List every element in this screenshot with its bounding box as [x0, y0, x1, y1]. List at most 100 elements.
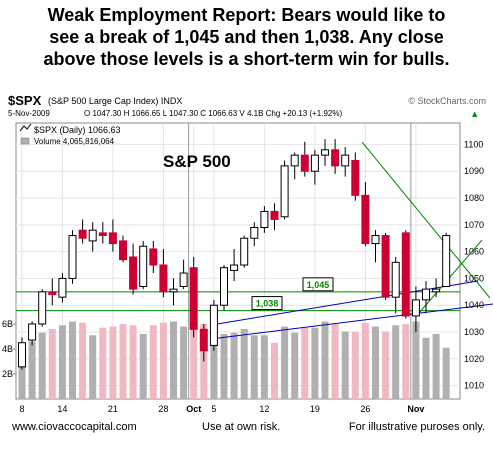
chart-title: S&P 500	[163, 152, 231, 171]
candle-body	[129, 256, 138, 290]
header-ohlc: O 1047.30 H 1066.65 L 1047.30 C 1066.63 …	[84, 109, 342, 118]
volume-bar	[281, 326, 289, 399]
candle-body	[422, 288, 430, 301]
volume-bar	[79, 322, 87, 399]
header-date: 5-Nov-2009	[8, 109, 50, 118]
volume-bar	[321, 321, 329, 399]
volume-bar	[119, 324, 127, 399]
candle-body	[331, 149, 340, 167]
y-tick-label: 1050	[464, 273, 484, 283]
volume-bar	[190, 320, 198, 399]
y-tick-label: 1100	[464, 139, 483, 149]
candle-body	[58, 277, 67, 298]
candle-body	[88, 229, 97, 242]
candle-body	[28, 323, 37, 341]
volume-bar	[442, 347, 450, 399]
candle-body	[290, 154, 299, 167]
candle-body	[371, 235, 380, 245]
candle-body	[351, 160, 360, 196]
headline: Weak Employment Report: Bears would like…	[0, 4, 493, 70]
y-tick-label: 1070	[464, 220, 484, 230]
candle-body	[260, 210, 269, 229]
footer-website: www.ciovaccocapital.com	[12, 421, 137, 433]
volume-bar	[271, 342, 278, 399]
volume-bar	[139, 334, 147, 399]
volume-bar	[48, 329, 56, 399]
candle-body	[98, 232, 107, 237]
volume-bar	[301, 327, 309, 399]
chart-legend: $SPX (Daily) 1066.63 Volume 4,065,816,06…	[19, 123, 121, 146]
trend-lines	[210, 141, 493, 340]
volume-bar	[331, 324, 339, 399]
y-tick-label: 1040	[464, 300, 484, 310]
volume-bar	[412, 321, 420, 399]
x-tick-label: 14	[57, 404, 67, 414]
x-tick-label: 26	[360, 404, 370, 414]
y-tick-label: 1090	[464, 166, 484, 176]
candle-body	[391, 261, 400, 298]
volume-bar	[432, 334, 440, 399]
candle-body	[280, 165, 289, 218]
candle-body	[108, 232, 117, 245]
volume-bar	[311, 327, 319, 399]
trendline-blue-upper	[210, 280, 479, 326]
chg-arrow-icon: ▲	[472, 110, 478, 118]
x-tick-label: 8	[19, 404, 24, 414]
axes: 1010 1020 1030 1040 1050 1060 1070 1080 1090 1100…	[2, 139, 484, 414]
volume-bar	[402, 324, 410, 399]
support-label: 1,045	[307, 280, 330, 290]
volume-bar	[422, 337, 430, 399]
legend-price-icon	[19, 123, 32, 132]
candle-body	[209, 304, 218, 346]
volume-bar	[180, 326, 188, 399]
candlestick-chart: $SPX (S&P 500 Large Cap Index) INDX © St…	[0, 88, 493, 418]
symbol-name: (S&P 500 Large Cap Index) INDX	[48, 96, 182, 106]
x-tick-label: 5	[211, 404, 216, 414]
volume-bar	[220, 334, 228, 399]
x-tick-label: 21	[108, 404, 118, 414]
volume-bar	[200, 324, 208, 399]
volume-bar	[392, 325, 400, 399]
candle-body	[361, 194, 370, 245]
candle-body	[411, 299, 420, 317]
candle-body	[250, 227, 259, 239]
volume-bar	[38, 332, 46, 399]
candle-body	[139, 245, 148, 287]
x-tick-label: 19	[310, 404, 320, 414]
volume-bar	[361, 322, 369, 399]
support-label-box	[302, 277, 334, 292]
candle-body	[189, 267, 198, 330]
volume-tick-label: 6B	[2, 319, 13, 329]
candle-body	[401, 232, 410, 317]
candle-body	[149, 248, 158, 266]
symbol-title: $SPX	[8, 93, 42, 108]
volume-bar	[149, 325, 157, 399]
volume-bar	[341, 331, 349, 399]
volume-bar	[230, 332, 238, 399]
volume-bar	[18, 356, 26, 399]
x-tick-label: Nov	[407, 404, 424, 414]
support-label: 1,038	[256, 299, 279, 309]
candle-body	[240, 237, 249, 266]
volume-bar	[99, 327, 107, 399]
x-tick-label: 28	[158, 404, 168, 414]
volume-bar	[291, 332, 299, 399]
candle-body	[38, 291, 47, 325]
y-tick-label: 1030	[464, 327, 484, 337]
volume-bar	[170, 321, 177, 399]
volume-bar	[382, 331, 390, 399]
candle-body	[220, 267, 228, 306]
candle-body	[18, 342, 26, 368]
y-tick-label: 1020	[464, 354, 484, 364]
volume-tick-label: 4B	[2, 344, 13, 354]
footer-note: For illustrative puroses only.	[348, 421, 485, 433]
volume-bar	[260, 335, 268, 399]
legend-volume: Volume 4,065,816,064	[34, 137, 115, 146]
candle-body	[442, 235, 451, 287]
y-tick-label: 1010	[464, 381, 484, 391]
volume-bar	[159, 322, 167, 399]
candle-body	[159, 264, 168, 293]
volume-bar	[89, 335, 97, 399]
candle-body	[300, 154, 309, 172]
legend-price: $SPX (Daily) 1066.63	[34, 125, 121, 135]
